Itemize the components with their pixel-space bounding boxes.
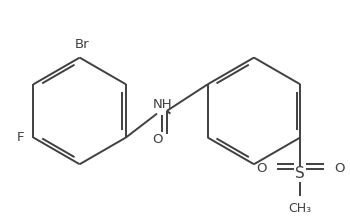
Text: CH₃: CH₃ <box>288 202 312 215</box>
Text: O: O <box>334 162 344 175</box>
Text: O: O <box>256 162 266 175</box>
Text: O: O <box>152 133 163 146</box>
Text: NH: NH <box>153 98 173 111</box>
Text: Br: Br <box>75 39 89 51</box>
Text: S: S <box>295 166 305 181</box>
Text: F: F <box>17 131 24 144</box>
